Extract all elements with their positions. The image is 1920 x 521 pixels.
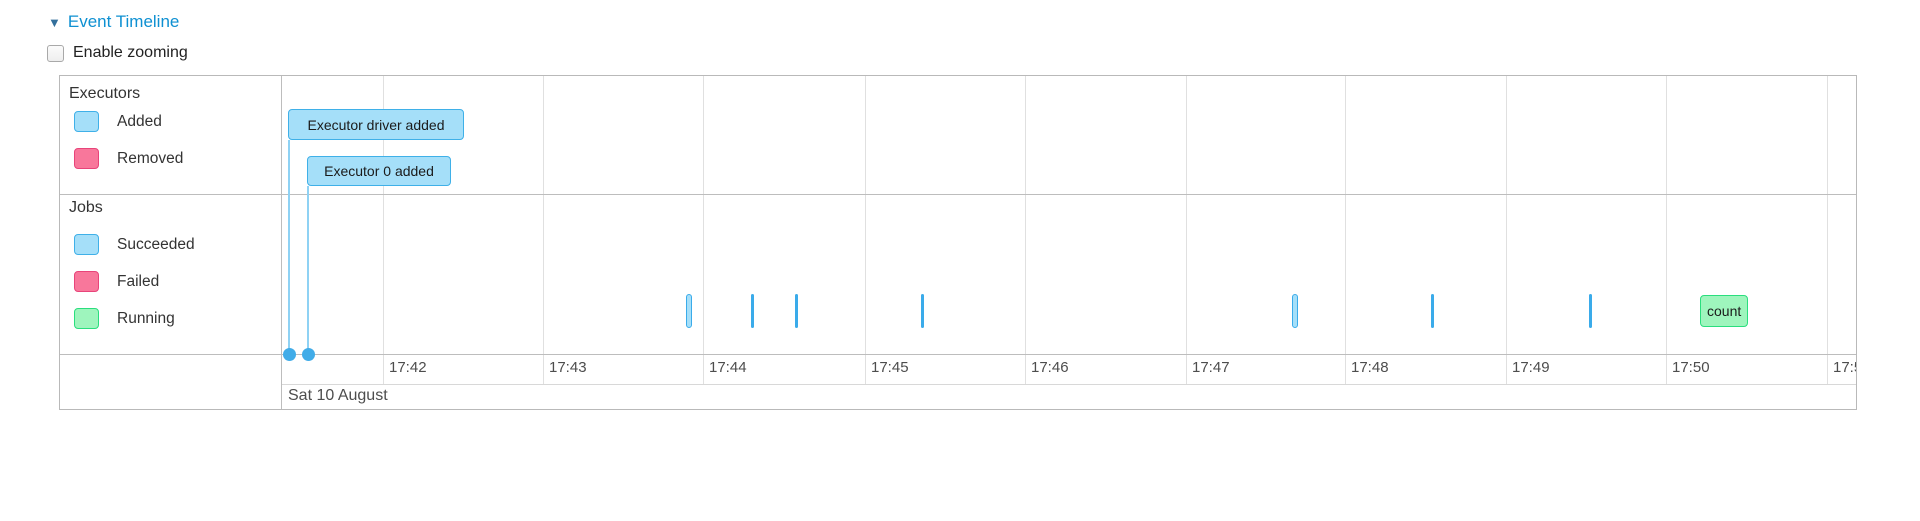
axis-minor-label: 17:42 [389,359,427,376]
job-running-swatch-icon [74,308,99,329]
job-succeeded-swatch-icon [74,234,99,255]
legend-divider-line [281,76,282,409]
axis-gridline [865,76,866,384]
enable-zooming-control[interactable]: Enable zooming [47,44,188,62]
legend-group-jobs: Jobs [69,199,103,216]
legend-item-succeeded: Succeeded [74,234,195,255]
legend-item-failed: Failed [74,271,159,292]
lane-divider-line [60,194,1856,195]
axis-gridline [1186,76,1187,384]
enable-zooming-label: Enable zooming [73,44,188,61]
job-event-tick[interactable] [920,294,924,328]
axis-line [60,354,1856,355]
axis-label-row-line [281,384,1856,385]
axis-minor-label: 17:43 [549,359,587,376]
legend-item-label: Succeeded [117,235,195,253]
event-timeline-toggle[interactable]: ▼ Event Timeline [48,12,179,32]
job-event-tick[interactable] [750,294,754,328]
axis-minor-label: 17:44 [709,359,747,376]
legend-item-added: Added [74,111,162,132]
axis-minor-label: 17:45 [871,359,909,376]
axis-minor-label: 17:47 [1192,359,1230,376]
legend-item-label: Running [117,309,175,327]
executor-event-stem [307,186,309,354]
job-event-tick[interactable] [1292,294,1298,328]
job-event-tick[interactable] [794,294,798,328]
executor-removed-swatch-icon [74,148,99,169]
legend-item-running: Running [74,308,175,329]
running-job-item[interactable]: count [1700,295,1748,327]
executor-event-item[interactable]: Executor driver added [288,109,464,140]
executor-event-dot [301,347,315,361]
axis-gridline [1666,76,1667,384]
enable-zooming-checkbox[interactable] [47,44,64,62]
axis-minor-label: 17:50 [1672,359,1710,376]
legend-item-removed: Removed [74,148,183,169]
legend-item-label: Removed [117,149,184,167]
axis-gridline [1345,76,1346,384]
legend-item-label: Failed [117,272,160,290]
axis-minor-label: 17:48 [1351,359,1389,376]
event-timeline-chart[interactable]: Executors Added Removed Jobs Succeeded F… [59,75,1857,410]
executor-event-item[interactable]: Executor 0 added [307,156,451,186]
executor-added-swatch-icon [74,111,99,132]
axis-gridline [703,76,704,384]
axis-minor-label: 17:49 [1512,359,1550,376]
executor-event-dot [282,347,296,361]
legend-item-label: Added [117,112,162,130]
job-event-tick[interactable] [686,294,692,328]
executor-event-stem [288,140,290,354]
axis-gridline [543,76,544,384]
axis-gridline [1025,76,1026,384]
job-event-tick[interactable] [1588,294,1592,328]
chevron-down-icon: ▼ [48,14,61,30]
axis-major-label: Sat 10 August [288,387,388,404]
legend-group-executors: Executors [69,85,141,102]
axis-minor-label: 17:46 [1031,359,1069,376]
axis-gridline [383,76,384,384]
axis-minor-label: 17:51 [1833,359,1856,376]
page-title: Event Timeline [67,12,180,31]
axis-gridline [1827,76,1828,384]
job-failed-swatch-icon [74,271,99,292]
axis-gridline [1506,76,1507,384]
job-event-tick[interactable] [1430,294,1434,328]
